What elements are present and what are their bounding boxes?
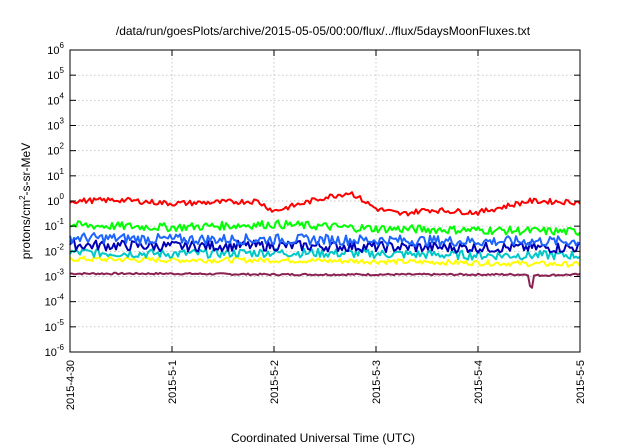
x-tick-label: 2015-5-5: [575, 360, 587, 404]
y-tick-label: 10-4: [45, 293, 65, 309]
series-line: [69, 255, 581, 268]
y-tick-label: 100: [47, 192, 64, 208]
chart-title: /data/run/goesPlots/archive/2015-05-05/0…: [116, 24, 531, 38]
x-tick-label: 2015-5-2: [269, 360, 281, 404]
x-axis-label: Coordinated Universal Time (UTC): [231, 431, 415, 445]
x-tick-labels: 2015-4-30 2015-5-1 2015-5-2 2015-5-3 2015-5-…: [65, 360, 587, 410]
y-tick-label: 106: [47, 41, 64, 57]
y-tick-label: 105: [47, 66, 64, 82]
x-tick-label: 2015-5-1: [167, 360, 179, 404]
x-tick-label: 2015-4-30: [65, 360, 77, 410]
y-tick-label: 101: [47, 167, 64, 183]
x-tick-label: 2015-5-3: [371, 360, 383, 404]
y-tick-label: 10-3: [45, 268, 65, 284]
data-series: [69, 191, 581, 289]
y-tick-label: 10-6: [45, 343, 65, 359]
series-line: [69, 191, 581, 217]
y-tick-label: 102: [47, 142, 64, 158]
ticks: [69, 49, 581, 353]
y-tick-label: 10-1: [45, 217, 65, 233]
series-line: [69, 271, 581, 289]
y-axis-label: protons/cm2-s-sr-MeV: [18, 143, 33, 259]
series-line: [69, 232, 581, 248]
y-tick-label: 103: [47, 117, 64, 133]
y-tick-label: 10-5: [45, 318, 65, 334]
y-tick-labels: 10-6 10-5 10-4 10-3 10-2 10-1 100 101 102 103 104 1…: [45, 41, 65, 359]
x-tick-label: 2015-5-4: [473, 360, 485, 404]
series-line: [69, 239, 581, 254]
series-line: [69, 219, 581, 237]
y-tick-label: 104: [47, 91, 64, 107]
y-tick-label: 10-2: [45, 242, 65, 258]
series-line: [69, 247, 581, 261]
